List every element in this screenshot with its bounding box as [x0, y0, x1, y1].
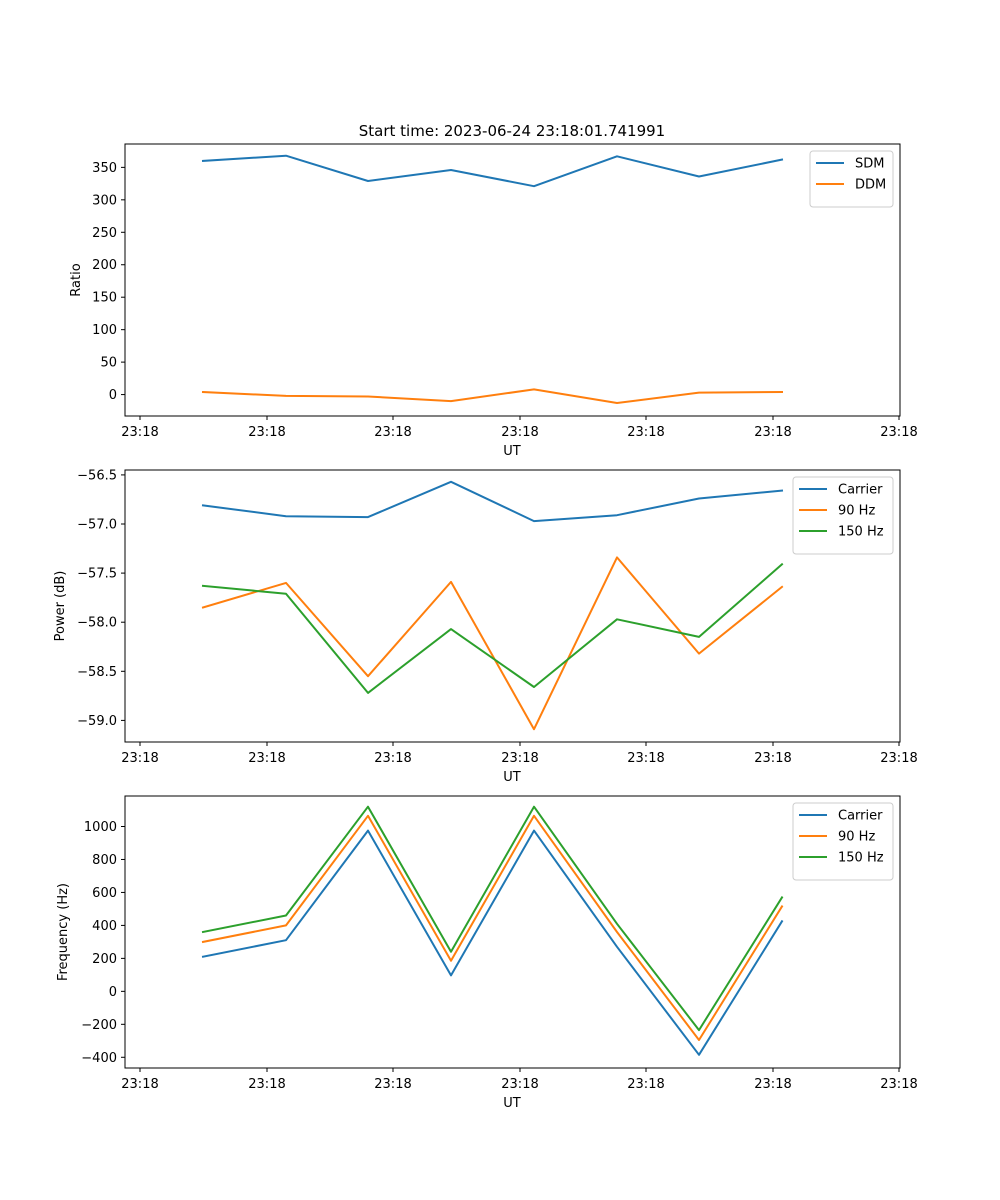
y-tick-label: 300	[92, 193, 117, 208]
y-tick-label: 0	[109, 985, 117, 1000]
legend-label: Carrier	[838, 483, 883, 498]
y-tick-label: 200	[92, 952, 117, 967]
y-tick-label: 350	[92, 161, 117, 176]
x-tick-label: 23:18	[754, 751, 791, 766]
series-line-carrier	[201, 480, 784, 523]
x-tick-label: 23:18	[501, 425, 538, 440]
y-tick-label: 100	[92, 323, 117, 338]
x-tick-label: 23:18	[121, 1077, 158, 1092]
legend-label: SDM	[855, 157, 884, 172]
y-axis-label: Power (dB)	[53, 571, 68, 642]
x-tick-label: 23:18	[754, 425, 791, 440]
y-tick-label: 0	[109, 388, 117, 403]
y-tick-label: −58.0	[77, 616, 117, 631]
series-line-150-hz	[201, 562, 784, 694]
legend-label: 150 Hz	[838, 525, 884, 540]
legend-label: 90 Hz	[838, 504, 875, 519]
y-tick-label: 600	[92, 886, 117, 901]
series-line-ddm	[201, 388, 784, 404]
legend-label: Carrier	[838, 809, 883, 824]
x-axis-label: UT	[503, 770, 521, 785]
legend-box	[792, 476, 894, 555]
y-tick-label: −58.5	[77, 665, 117, 680]
legend: Carrier 90 Hz 150 Hz	[792, 476, 894, 555]
y-tick-label: −400	[81, 1051, 117, 1066]
x-tick-label: 23:18	[627, 1077, 664, 1092]
y-axis-label: Ratio	[69, 263, 84, 296]
y-tick-label: 400	[92, 919, 117, 934]
x-tick-label: 23:18	[627, 751, 664, 766]
x-tick-label: 23:18	[880, 425, 917, 440]
x-tick-label: 23:18	[880, 1077, 917, 1092]
x-tick-label: 23:18	[627, 425, 664, 440]
x-tick-label: 23:18	[121, 425, 158, 440]
y-tick-label: 800	[92, 853, 117, 868]
x-tick-label: 23:18	[501, 751, 538, 766]
y-tick-label: 250	[92, 226, 117, 241]
series-line-carrier	[201, 829, 784, 1056]
x-axis-label: UT	[503, 444, 521, 459]
series-line-90-hz	[201, 556, 784, 731]
x-tick-label: 23:18	[880, 751, 917, 766]
x-tick-label: 23:18	[248, 425, 285, 440]
legend-label: 90 Hz	[838, 830, 875, 845]
y-axis-label: Frequency (Hz)	[56, 883, 71, 981]
x-tick-label: 23:18	[248, 751, 285, 766]
frequency-panel: −400 −200 0 200 400 600 800 1000 23:18 23:18 23:18…	[56, 795, 918, 1111]
legend-label: 150 Hz	[838, 851, 884, 866]
y-tick-label: −59.0	[77, 714, 117, 729]
legend-box	[809, 150, 894, 208]
x-axis-label: UT	[503, 1096, 521, 1111]
plot-frame	[124, 469, 901, 743]
legend-label: DDM	[855, 178, 886, 193]
x-tick-label: 23:18	[501, 1077, 538, 1092]
x-tick-label: 23:18	[248, 1077, 285, 1092]
plot-frame	[124, 795, 901, 1069]
legend: Carrier 90 Hz 150 Hz	[792, 802, 894, 881]
series-line-90-hz	[201, 814, 784, 1041]
series-line-150-hz	[201, 805, 784, 1032]
x-tick-label: 23:18	[374, 751, 411, 766]
y-tick-label: −57.0	[77, 518, 117, 533]
figure-title: Start time: 2023-06-24 23:18:01.741991	[359, 122, 665, 140]
plot-frame	[124, 143, 901, 417]
ratio-panel: 0 50 100 150 200 250 300 350 23:18 23:18 23:18 23:1…	[69, 143, 918, 459]
y-tick-label: 150	[92, 291, 117, 306]
y-tick-label: 1000	[84, 820, 117, 835]
x-tick-label: 23:18	[374, 1077, 411, 1092]
y-tick-label: −200	[81, 1018, 117, 1033]
y-tick-label: −57.5	[77, 567, 117, 582]
series-line-sdm	[201, 154, 784, 188]
x-tick-label: 23:18	[121, 751, 158, 766]
y-tick-label: 200	[92, 258, 117, 273]
y-tick-label: −56.5	[77, 468, 117, 483]
y-tick-label: 50	[100, 356, 117, 371]
legend-box	[792, 802, 894, 881]
x-tick-label: 23:18	[754, 1077, 791, 1092]
x-tick-label: 23:18	[374, 425, 411, 440]
power-panel: −59.0 −58.5 −58.0 −57.5 −57.0 −56.5 23:18 23:18…	[53, 468, 918, 785]
legend: SDM DDM	[809, 150, 894, 208]
